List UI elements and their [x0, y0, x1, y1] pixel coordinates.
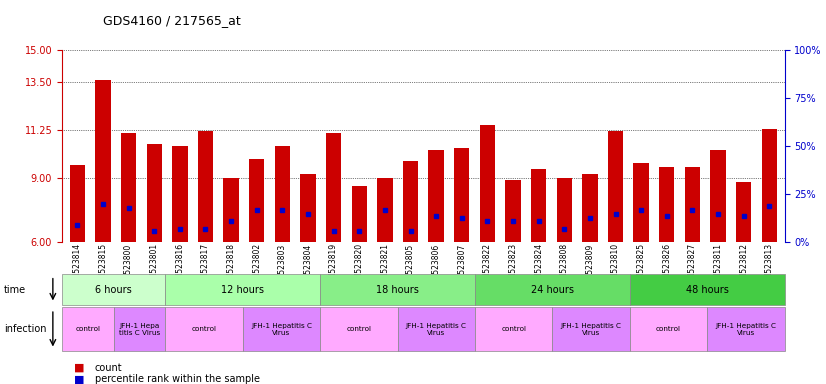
Text: JFH-1 Hepatitis C
Virus: JFH-1 Hepatitis C Virus — [406, 323, 467, 336]
Bar — [553, 307, 629, 351]
Bar — [197, 131, 213, 242]
Text: JFH-1 Hepatitis C
Virus: JFH-1 Hepatitis C Virus — [715, 323, 776, 336]
Bar — [223, 178, 239, 242]
Bar — [429, 150, 444, 242]
Text: GDS4160 / 217565_at: GDS4160 / 217565_at — [103, 14, 241, 27]
Text: time: time — [4, 285, 26, 295]
Bar — [114, 307, 165, 351]
Bar — [582, 174, 597, 242]
Bar — [352, 187, 367, 242]
Text: control: control — [192, 326, 216, 332]
Bar — [557, 178, 572, 242]
Bar — [243, 307, 320, 351]
Text: control: control — [75, 326, 100, 332]
Bar — [397, 307, 475, 351]
Text: 6 hours: 6 hours — [95, 285, 132, 295]
Bar — [326, 133, 341, 242]
Bar — [475, 274, 630, 305]
Text: ■: ■ — [74, 374, 85, 384]
Bar — [69, 165, 85, 242]
Text: count: count — [95, 363, 122, 373]
Text: JFH-1 Hepatitis C
Virus: JFH-1 Hepatitis C Virus — [251, 323, 312, 336]
Bar — [475, 307, 553, 351]
Bar — [659, 167, 675, 242]
Bar — [707, 307, 785, 351]
Text: ■: ■ — [74, 363, 85, 373]
Text: 24 hours: 24 hours — [531, 285, 574, 295]
Bar — [301, 174, 316, 242]
Text: 18 hours: 18 hours — [376, 285, 419, 295]
Bar — [736, 182, 752, 242]
Bar — [710, 150, 726, 242]
Bar — [531, 169, 546, 242]
Bar — [95, 80, 111, 242]
Text: JFH-1 Hepa
titis C Virus: JFH-1 Hepa titis C Virus — [119, 323, 160, 336]
Bar — [62, 274, 165, 305]
Bar — [480, 124, 495, 242]
Text: 48 hours: 48 hours — [686, 285, 729, 295]
Bar — [506, 180, 520, 242]
Text: control: control — [656, 326, 681, 332]
Bar — [62, 307, 114, 351]
Bar — [629, 274, 785, 305]
Bar — [762, 129, 777, 242]
Bar — [121, 133, 136, 242]
Bar — [165, 307, 243, 351]
Bar — [685, 167, 700, 242]
Text: 12 hours: 12 hours — [221, 285, 264, 295]
Text: JFH-1 Hepatitis C
Virus: JFH-1 Hepatitis C Virus — [561, 323, 622, 336]
Bar — [454, 148, 469, 242]
Text: infection: infection — [4, 324, 46, 334]
Bar — [403, 161, 418, 242]
Bar — [146, 144, 162, 242]
Text: control: control — [346, 326, 372, 332]
Bar — [165, 274, 320, 305]
Bar — [377, 178, 392, 242]
Bar — [629, 307, 707, 351]
Bar — [608, 131, 624, 242]
Bar — [320, 274, 475, 305]
Bar — [320, 307, 397, 351]
Bar — [172, 146, 188, 242]
Bar — [634, 163, 649, 242]
Text: percentile rank within the sample: percentile rank within the sample — [95, 374, 260, 384]
Bar — [249, 159, 264, 242]
Text: control: control — [501, 326, 526, 332]
Bar — [275, 146, 290, 242]
